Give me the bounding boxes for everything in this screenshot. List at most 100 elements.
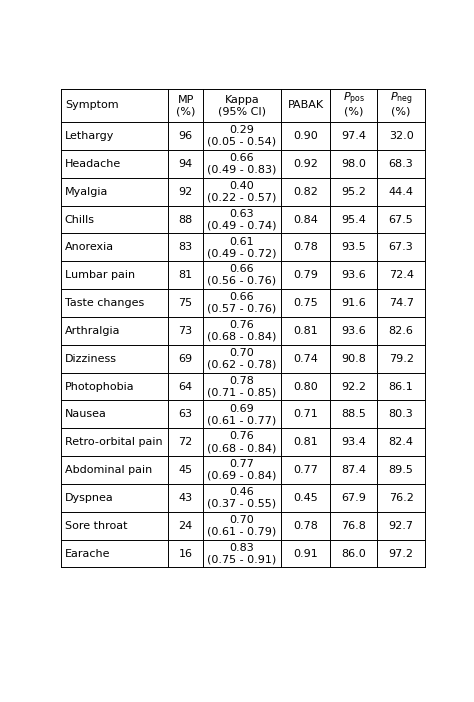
Text: 0.70
(0.62 - 0.78): 0.70 (0.62 - 0.78)	[207, 348, 277, 369]
Text: 86.0: 86.0	[341, 548, 366, 559]
Text: 67.3: 67.3	[389, 242, 413, 252]
Text: 0.74: 0.74	[293, 354, 318, 364]
Text: 45: 45	[179, 465, 193, 475]
Text: 72.4: 72.4	[389, 270, 414, 280]
Text: 24: 24	[179, 521, 193, 531]
Text: 0.61
(0.49 - 0.72): 0.61 (0.49 - 0.72)	[207, 237, 277, 258]
Text: 0.78: 0.78	[293, 521, 318, 531]
Text: 0.90: 0.90	[293, 131, 318, 141]
Text: (%): (%)	[392, 107, 411, 117]
Text: 93.6: 93.6	[341, 326, 366, 336]
Text: 88: 88	[179, 215, 193, 225]
Text: 0.69
(0.61 - 0.77): 0.69 (0.61 - 0.77)	[208, 404, 277, 425]
Text: 0.81: 0.81	[293, 437, 318, 447]
Text: 95.2: 95.2	[341, 187, 366, 197]
Text: Chills: Chills	[65, 215, 95, 225]
Text: Photophobia: Photophobia	[65, 381, 135, 392]
Text: Earache: Earache	[65, 548, 110, 559]
Text: 0.80: 0.80	[293, 381, 318, 392]
Text: 96: 96	[179, 131, 193, 141]
Text: 0.92: 0.92	[293, 159, 318, 169]
Text: PABAK: PABAK	[288, 100, 324, 110]
Text: 75: 75	[179, 298, 193, 308]
Text: Retro-orbital pain: Retro-orbital pain	[65, 437, 163, 447]
Text: Dyspnea: Dyspnea	[65, 493, 113, 503]
Text: Arthralgia: Arthralgia	[65, 326, 120, 336]
Text: 0.45: 0.45	[293, 493, 318, 503]
Text: 91.6: 91.6	[341, 298, 366, 308]
Text: Sore throat: Sore throat	[65, 521, 127, 531]
Text: 74.7: 74.7	[389, 298, 414, 308]
Text: Symptom: Symptom	[65, 100, 118, 110]
Text: 0.82: 0.82	[293, 187, 318, 197]
Text: 0.76
(0.68 - 0.84): 0.76 (0.68 - 0.84)	[207, 320, 277, 342]
Text: 0.63
(0.49 - 0.74): 0.63 (0.49 - 0.74)	[207, 208, 277, 230]
Text: 76.2: 76.2	[389, 493, 413, 503]
Text: 67.9: 67.9	[341, 493, 366, 503]
Text: 0.66
(0.49 - 0.83): 0.66 (0.49 - 0.83)	[207, 153, 277, 175]
Text: 0.84: 0.84	[293, 215, 318, 225]
Text: 0.77
(0.69 - 0.84): 0.77 (0.69 - 0.84)	[207, 459, 277, 481]
Text: 0.77: 0.77	[293, 465, 318, 475]
Text: 0.46
(0.37 - 0.55): 0.46 (0.37 - 0.55)	[208, 487, 276, 509]
Text: 0.78: 0.78	[293, 242, 318, 252]
Text: 63: 63	[179, 409, 192, 419]
Text: 67.5: 67.5	[389, 215, 413, 225]
Text: 44.4: 44.4	[389, 187, 414, 197]
Text: 0.76
(0.68 - 0.84): 0.76 (0.68 - 0.84)	[207, 432, 277, 453]
Text: 0.40
(0.22 - 0.57): 0.40 (0.22 - 0.57)	[207, 181, 277, 202]
Text: 69: 69	[179, 354, 193, 364]
Text: 32.0: 32.0	[389, 131, 413, 141]
Text: 97.4: 97.4	[341, 131, 366, 141]
Text: $\mathit{P}_{\mathregular{pos}}$: $\mathit{P}_{\mathregular{pos}}$	[343, 91, 365, 107]
Text: 93.4: 93.4	[341, 437, 366, 447]
Text: 72: 72	[179, 437, 193, 447]
Text: 95.4: 95.4	[341, 215, 366, 225]
Text: (%): (%)	[344, 107, 364, 117]
Text: 93.5: 93.5	[341, 242, 366, 252]
Text: Nausea: Nausea	[65, 409, 107, 419]
Text: 68.3: 68.3	[389, 159, 413, 169]
Text: 83: 83	[179, 242, 193, 252]
Text: 89.5: 89.5	[389, 465, 413, 475]
Text: 43: 43	[179, 493, 193, 503]
Text: 0.81: 0.81	[293, 326, 318, 336]
Text: 92.2: 92.2	[341, 381, 366, 392]
Text: 82.4: 82.4	[389, 437, 414, 447]
Text: Dizziness: Dizziness	[65, 354, 117, 364]
Text: 93.6: 93.6	[341, 270, 366, 280]
Text: 0.91: 0.91	[293, 548, 318, 559]
Text: Myalgia: Myalgia	[65, 187, 108, 197]
Text: 92: 92	[179, 187, 193, 197]
Text: 94: 94	[179, 159, 193, 169]
Text: $\mathit{P}_{\mathregular{neg}}$: $\mathit{P}_{\mathregular{neg}}$	[390, 91, 412, 107]
Text: 0.70
(0.61 - 0.79): 0.70 (0.61 - 0.79)	[208, 515, 277, 536]
Text: 86.1: 86.1	[389, 381, 413, 392]
Text: 76.8: 76.8	[341, 521, 366, 531]
Text: MP
(%): MP (%)	[176, 95, 195, 116]
Text: 0.66
(0.56 - 0.76): 0.66 (0.56 - 0.76)	[208, 265, 276, 286]
Text: 64: 64	[179, 381, 193, 392]
Text: 92.7: 92.7	[389, 521, 414, 531]
Text: 97.2: 97.2	[389, 548, 414, 559]
Text: Headache: Headache	[65, 159, 121, 169]
Text: 87.4: 87.4	[341, 465, 366, 475]
Text: 0.78
(0.71 - 0.85): 0.78 (0.71 - 0.85)	[208, 376, 277, 397]
Text: Kappa
(95% CI): Kappa (95% CI)	[218, 95, 266, 116]
Text: 0.29
(0.05 - 0.54): 0.29 (0.05 - 0.54)	[208, 125, 276, 147]
Text: 0.75: 0.75	[293, 298, 318, 308]
Text: 90.8: 90.8	[341, 354, 366, 364]
Text: 0.71: 0.71	[293, 409, 318, 419]
Text: 73: 73	[179, 326, 193, 336]
Text: 0.66
(0.57 - 0.76): 0.66 (0.57 - 0.76)	[208, 292, 277, 314]
Text: 81: 81	[179, 270, 193, 280]
Text: 0.79: 0.79	[293, 270, 318, 280]
Text: Lethargy: Lethargy	[65, 131, 114, 141]
Text: Abdominal pain: Abdominal pain	[65, 465, 152, 475]
Text: Anorexia: Anorexia	[65, 242, 114, 252]
Text: 82.6: 82.6	[389, 326, 413, 336]
Text: 0.83
(0.75 - 0.91): 0.83 (0.75 - 0.91)	[208, 543, 277, 564]
Text: 16: 16	[179, 548, 192, 559]
Text: 80.3: 80.3	[389, 409, 413, 419]
Text: Lumbar pain: Lumbar pain	[65, 270, 135, 280]
